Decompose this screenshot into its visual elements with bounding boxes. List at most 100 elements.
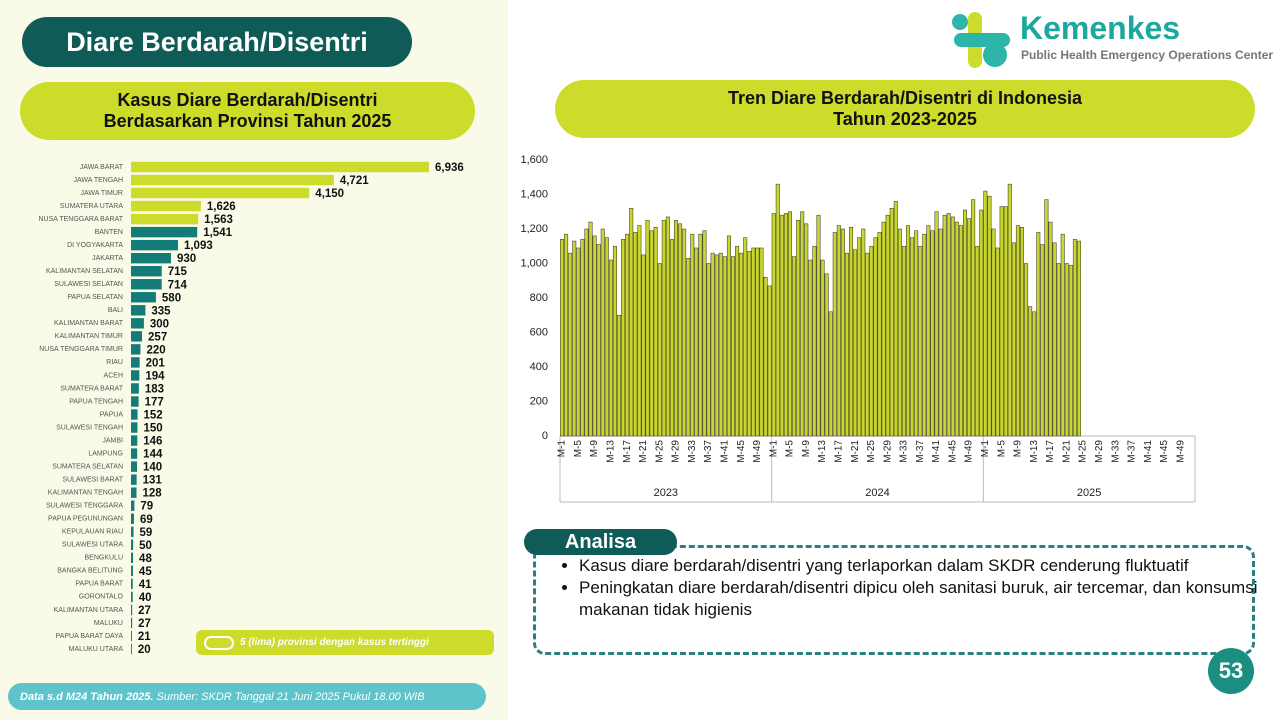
bar — [1007, 183, 1012, 437]
y-tick-label: 600 — [530, 326, 548, 338]
data-label: 4,721 — [340, 175, 369, 187]
bar — [751, 247, 756, 437]
y-tick-label: JAWA BARAT — [80, 164, 124, 171]
bar — [979, 209, 984, 437]
x-tick-label: M-13 — [817, 440, 828, 463]
bar — [1028, 306, 1033, 437]
bar — [922, 233, 927, 437]
logo-subtitle: Public Health Emergency Operations Cente… — [1021, 48, 1274, 62]
title-line: Kasus Diare Berdarah/Disentri — [117, 90, 378, 110]
bar — [714, 254, 719, 437]
x-tick-label: M-5 — [573, 440, 584, 458]
bar — [934, 211, 939, 437]
bar — [739, 252, 744, 437]
data-label: 140 — [143, 462, 162, 474]
bar — [649, 230, 654, 437]
bar — [804, 223, 809, 437]
y-tick-label: 1,400 — [520, 188, 548, 200]
bar — [131, 617, 133, 629]
y-tick-label: SULAWESI TENGAH — [56, 424, 123, 431]
y-tick-label: BANGKA BELITUNG — [57, 568, 123, 575]
x-tick-label: M-33 — [899, 440, 910, 463]
bar — [800, 211, 805, 437]
bar — [857, 237, 862, 437]
y-tick-label: KEPULAUAN RIAU — [62, 529, 123, 536]
bar — [812, 245, 817, 437]
bar — [1044, 199, 1049, 437]
page-number: 53 — [1208, 648, 1254, 694]
y-tick-label: SUMATERA SELATAN — [52, 463, 123, 470]
data-label: 715 — [168, 266, 188, 278]
bar — [1040, 244, 1045, 437]
y-tick-label: 0 — [542, 430, 548, 442]
y-tick-label: ACEH — [104, 372, 123, 379]
bar — [889, 208, 894, 437]
bar — [131, 448, 138, 459]
bar — [893, 201, 898, 437]
y-tick-label: KALIMANTAN BARAT — [54, 320, 124, 327]
bar — [702, 230, 707, 437]
bar — [673, 220, 679, 437]
bar — [735, 245, 740, 437]
data-label: 714 — [168, 279, 188, 291]
y-tick-label: SULAWESI BARAT — [62, 476, 123, 483]
bar — [576, 247, 581, 437]
data-label: 300 — [150, 318, 169, 330]
data-label: 257 — [148, 331, 167, 343]
bar — [783, 213, 788, 437]
bar — [596, 244, 601, 437]
legend-label: 5 (lima) provinsi dengan kasus tertinggi — [240, 637, 429, 648]
y-tick-label: KALIMANTAN SELATAN — [46, 268, 123, 275]
data-label: 20 — [138, 644, 151, 656]
bar — [779, 214, 784, 437]
title-line: Tren Diare Berdarah/Disentri di Indonesi… — [727, 88, 1083, 108]
bar — [131, 422, 138, 433]
bar — [131, 487, 137, 498]
bar — [755, 247, 760, 437]
bar — [131, 435, 138, 446]
bar — [131, 591, 133, 603]
x-tick-label: M-29 — [1094, 440, 1105, 463]
bar — [897, 228, 902, 437]
bar — [1068, 264, 1073, 437]
x-tick-label: M-1 — [768, 440, 779, 458]
data-label: 4,150 — [315, 188, 344, 200]
y-tick-label: 1,200 — [520, 223, 548, 235]
bar — [743, 237, 748, 437]
bar — [722, 256, 727, 437]
x-tick-label: M-1 — [980, 440, 991, 458]
data-label: 41 — [139, 579, 152, 591]
bar — [958, 225, 963, 437]
bar — [983, 190, 988, 437]
bar — [568, 252, 573, 437]
bar — [131, 292, 156, 303]
title-line: Berdasarkan Provinsi Tahun 2025 — [103, 111, 392, 131]
y-tick-label: MALUKU — [94, 620, 123, 627]
bar — [131, 331, 143, 342]
x-tick-label: M-9 — [1013, 440, 1024, 458]
bar — [906, 225, 911, 437]
bar — [131, 539, 134, 550]
y-tick-label: SUMATERA UTARA — [60, 203, 123, 210]
bar — [901, 245, 906, 437]
y-tick-label: SULAWESI TENGGARA — [46, 503, 123, 510]
logo-shape — [952, 14, 968, 30]
bar — [730, 256, 736, 437]
bar — [661, 220, 666, 437]
bar — [131, 239, 178, 251]
bar — [131, 266, 162, 277]
bar — [718, 252, 723, 437]
bar — [131, 174, 334, 186]
group-label: 2023 — [654, 487, 678, 499]
bar — [975, 245, 980, 437]
bar — [612, 245, 617, 437]
bar — [885, 214, 890, 437]
bar — [131, 370, 140, 381]
data-label: 27 — [138, 605, 151, 617]
x-tick-label: M-37 — [1127, 440, 1138, 463]
y-tick-label: DI YOGYAKARTA — [67, 242, 123, 249]
bar — [1072, 239, 1077, 437]
x-tick-label: M-13 — [1029, 440, 1040, 463]
x-tick-label: M-17 — [622, 440, 633, 463]
logo-shape — [954, 33, 1010, 47]
